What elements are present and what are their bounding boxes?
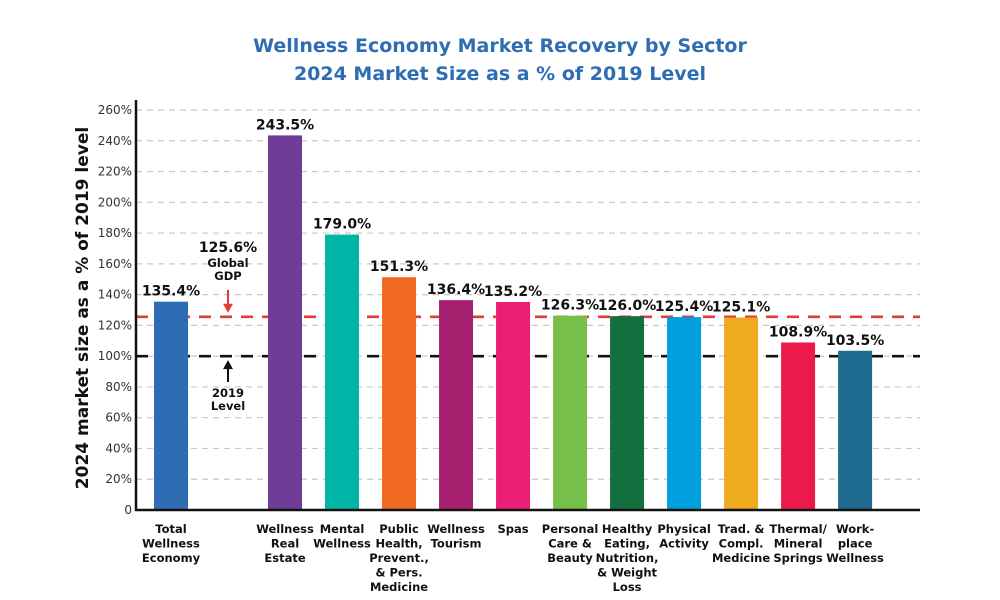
category-label: Wellness Tourism: [427, 522, 485, 551]
bar: [382, 277, 417, 510]
data-label: 135.4%: [142, 284, 200, 300]
data-label: 179.0%: [313, 217, 371, 233]
bar: [496, 302, 531, 510]
y-tick-label: 240%: [98, 134, 132, 148]
y-tick-label: 200%: [98, 195, 132, 209]
gdp-arrowhead-icon: [223, 303, 234, 313]
bar: [838, 350, 873, 510]
data-label: 135.2%: [484, 284, 542, 300]
category-label: Wellness Real Estate: [256, 522, 314, 565]
bar: [610, 316, 645, 510]
category-label: Personal Care & Beauty: [542, 522, 599, 565]
gdp-annotation-label: GDP: [214, 269, 241, 283]
y-tick-label: 100%: [98, 349, 132, 363]
bar: [439, 300, 474, 510]
y-axis-label: 2024 market size as a % of 2019 level: [73, 127, 93, 489]
data-label: 103.5%: [826, 333, 884, 349]
gdp-annotation-label: Global: [207, 256, 248, 270]
bars: [154, 135, 873, 510]
y-tick-label: 160%: [98, 257, 132, 271]
y-tick-label: 60%: [105, 411, 132, 425]
data-labels: 135.4%243.5%179.0%151.3%136.4%135.2%126.…: [142, 117, 884, 348]
y-tick-label: 120%: [98, 318, 132, 332]
category-labels: Total Wellness Economy Wellness Real EstateMe…: [142, 522, 884, 594]
bar: [154, 301, 188, 510]
bar: [667, 317, 702, 510]
category-label: Trad. & Compl. Medicine: [712, 522, 770, 565]
data-label: 108.9%: [769, 324, 827, 340]
y-tick-label: 140%: [98, 288, 132, 302]
bar: [781, 342, 816, 510]
category-label: Public Health, Prevent., & Pers. Medicine: [369, 522, 429, 594]
bar: [268, 135, 303, 510]
data-label: 125.1%: [712, 300, 770, 316]
category-label: Physical Activity: [657, 522, 710, 551]
category-label: Thermal/Mineral Springs: [769, 522, 827, 565]
data-label: 126.0%: [598, 298, 656, 314]
category-label: Healthy Eating, Nutrition, & Weight Loss: [596, 522, 659, 594]
chart-title: Wellness Economy Market Recovery by Sect…: [253, 35, 747, 57]
category-label: Total Wellness Economy: [142, 522, 201, 565]
y-tick-label: 0: [124, 503, 132, 517]
data-label: 125.4%: [655, 299, 713, 315]
y-axis-ticks: 0 20% 40% 60% 80% 100% 120% 140% 160% 180% 200% 220…: [98, 103, 132, 517]
y-tick-label: 180%: [98, 226, 132, 240]
y-tick-label: 20%: [105, 472, 132, 486]
category-label: Spas: [497, 522, 528, 536]
data-label: 126.3%: [541, 298, 599, 314]
data-label: 136.4%: [427, 282, 485, 298]
data-label: 151.3%: [370, 259, 428, 275]
level-arrowhead-icon: [223, 360, 234, 370]
bar: [724, 317, 759, 510]
level-annotation-label: Level: [211, 399, 245, 413]
y-tick-label: 40%: [105, 441, 132, 455]
y-tick-label: 260%: [98, 103, 132, 117]
y-tick-label: 80%: [105, 380, 132, 394]
bar: [325, 234, 360, 510]
category-label: Work-place Wellness: [826, 522, 884, 565]
y-tick-label: 220%: [98, 165, 132, 179]
chart-subtitle: 2024 Market Size as a % of 2019 Level: [294, 63, 706, 85]
bar: [553, 315, 588, 510]
category-label: Mental Wellness: [313, 522, 371, 551]
gdp-annotation-value: 125.6%: [199, 240, 257, 256]
level-annotation-label: 2019: [212, 386, 244, 400]
data-label: 243.5%: [256, 117, 314, 133]
